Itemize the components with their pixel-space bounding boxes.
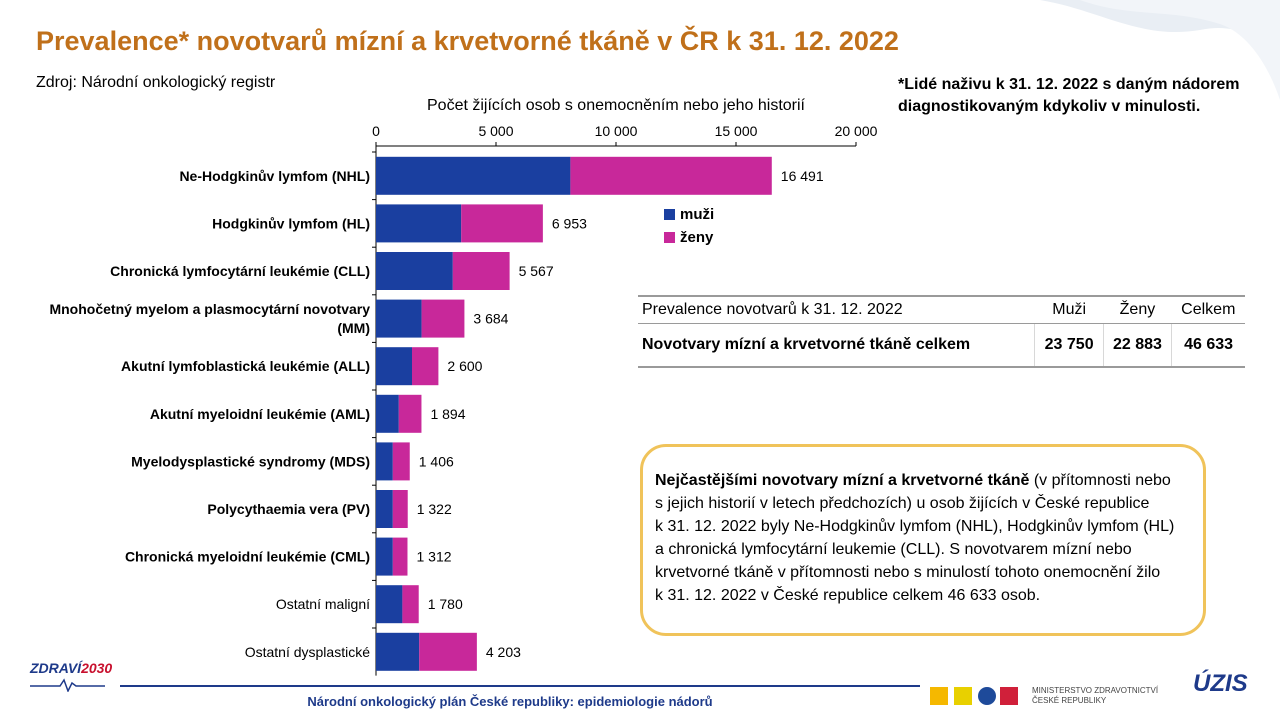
legend-swatch-men <box>664 209 675 220</box>
page-title: Prevalence* novotvarů mízní a krvetvorné… <box>36 26 899 56</box>
bar-women <box>570 156 772 195</box>
category-label: Polycythaemia vera (PV) <box>207 501 370 517</box>
category-label: Akutní myeloidní leukémie (AML) <box>150 406 370 422</box>
bar-women <box>402 585 419 624</box>
bar-women <box>398 394 422 433</box>
bar-men <box>376 394 399 433</box>
category-label: Akutní lymfoblastická leukémie (ALL) <box>121 358 370 374</box>
category-label: Hodgkinův lymfom (HL) <box>212 215 370 231</box>
ministry-line-1: MINISTERSTVO ZDRAVOTNICTVÍ <box>1032 686 1159 695</box>
bar-men <box>376 490 393 528</box>
bar-men <box>376 347 412 386</box>
bar-women <box>421 299 465 338</box>
legend-label-women: ženy <box>680 229 714 246</box>
table-cell-men: 23 750 <box>1034 323 1104 368</box>
category-label: Chronická myeloidní leukémie (CML) <box>125 549 370 565</box>
source-text: Zdroj: Národní onkologický registr <box>36 74 276 91</box>
textbox-line-1: Nejčastějšími novotvary mízní a krvetvor… <box>655 469 1203 492</box>
summary-table: Prevalence novotvarů k 31. 12. 2022 Muži… <box>638 295 1245 368</box>
bar-women <box>419 632 477 671</box>
category-label: Ostatní maligní <box>276 596 370 612</box>
total-data-label: 6 953 <box>552 215 587 231</box>
corner-decoration <box>1040 0 1280 100</box>
total-data-label: 5 567 <box>519 263 554 279</box>
heartbeat-icon <box>30 678 105 692</box>
uzis-logo: ÚZIS <box>1193 670 1248 697</box>
bar-women <box>412 347 439 386</box>
footer-divider <box>120 685 920 687</box>
ministry-logo <box>930 687 1018 705</box>
legend-label-men: muži <box>680 206 714 223</box>
total-data-label: 3 684 <box>473 311 508 327</box>
ministry-line-2: ČESKÉ REPUBLIKY <box>1032 696 1107 705</box>
textbox-bold: Nejčastějšími novotvary mízní a krvetvor… <box>655 472 1030 489</box>
category-label: Chronická lymfocytární leukémie (CLL) <box>110 263 370 279</box>
x-tick-label: 15 000 <box>715 123 758 139</box>
footnote: *Lidé naživu k 31. 12. 2022 s daným nádo… <box>898 76 1240 115</box>
bar-men <box>376 204 462 243</box>
prevalence-bar-chart: Počet žijících osob s onemocněním nebo j… <box>49 97 878 676</box>
total-data-label: 2 600 <box>447 358 482 374</box>
footer-text: Národní onkologický plán České republiky… <box>307 694 713 709</box>
table-cell-label: Novotvary mízní a krvetvorné tkáně celke… <box>638 323 1035 368</box>
x-tick-label: 5 000 <box>478 123 513 139</box>
total-data-label: 1 322 <box>417 501 452 517</box>
bar-men <box>376 442 393 481</box>
total-data-label: 4 203 <box>486 644 521 660</box>
bar-men <box>376 156 571 195</box>
bar-men <box>376 585 403 624</box>
total-data-label: 1 406 <box>419 453 454 469</box>
table-header-row: Prevalence novotvarů k 31. 12. 2022 Muži… <box>638 295 1245 324</box>
summary-textbox: Nejčastějšími novotvary mízní a krvetvor… <box>640 444 1206 636</box>
bar-men <box>376 537 393 576</box>
table-header-women: Ženy <box>1103 295 1172 324</box>
textbox-line-3: k 31. 12. 2022 byly Ne-Hodgkinův lymfom … <box>655 518 1175 535</box>
category-label: (MM) <box>337 320 370 336</box>
bar-men <box>376 299 422 338</box>
table-cell-women: 22 883 <box>1102 323 1172 368</box>
bar-men <box>376 252 453 290</box>
bar-women <box>392 442 410 481</box>
total-data-label: 1 894 <box>430 406 465 422</box>
bar-men <box>376 632 420 671</box>
x-tick-label: 10 000 <box>595 123 638 139</box>
textbox-line-5: krvetvorné tkáně v přítomnosti nebo s mi… <box>655 564 1161 581</box>
zdravi-2030-logo: ZDRAVÍ2030 <box>30 660 112 676</box>
bar-women <box>392 537 408 576</box>
x-tick-label: 0 <box>372 123 380 139</box>
total-data-label: 1 312 <box>416 549 451 565</box>
category-label: Ne-Hodgkinův lymfom (NHL) <box>179 168 370 184</box>
textbox-line-6: k 31. 12. 2022 v České republice celkem … <box>655 587 1041 604</box>
zdravi-logo-text: ZDRAVÍ <box>30 660 82 676</box>
x-tick-label: 20 000 <box>835 123 878 139</box>
table-header-total: Celkem <box>1171 295 1245 324</box>
textbox-line-1-rest: (v přítomnosti nebo <box>1029 472 1171 489</box>
bar-women <box>392 490 408 528</box>
category-label: Mnohočetný myelom a plasmocytární novotv… <box>49 301 370 317</box>
ministry-text: MINISTERSTVO ZDRAVOTNICTVÍ ČESKÉ REPUBLI… <box>1032 686 1158 706</box>
x-axis-title: Počet žijících osob s onemocněním nebo j… <box>427 97 806 114</box>
textbox-line-2: s jejich historií v letech předchozích) … <box>655 495 1150 512</box>
table-header-label: Prevalence novotvarů k 31. 12. 2022 <box>638 295 1035 324</box>
textbox-line-4: a chronická lymfocytární leukemie (CLL).… <box>655 541 1132 558</box>
table-header-men: Muži <box>1034 295 1104 324</box>
table-row: Novotvary mízní a krvetvorné tkáně celke… <box>638 323 1245 368</box>
zdravi-logo-year: 2030 <box>81 660 113 676</box>
category-label: Myelodysplastické syndromy (MDS) <box>131 453 370 469</box>
bar-women <box>461 204 543 243</box>
total-data-label: 1 780 <box>428 596 463 612</box>
total-data-label: 16 491 <box>781 168 824 184</box>
legend-swatch-women <box>664 232 675 243</box>
category-label: Ostatní dysplastické <box>245 644 370 660</box>
bar-women <box>452 252 510 290</box>
table-cell-total: 46 633 <box>1171 323 1245 368</box>
